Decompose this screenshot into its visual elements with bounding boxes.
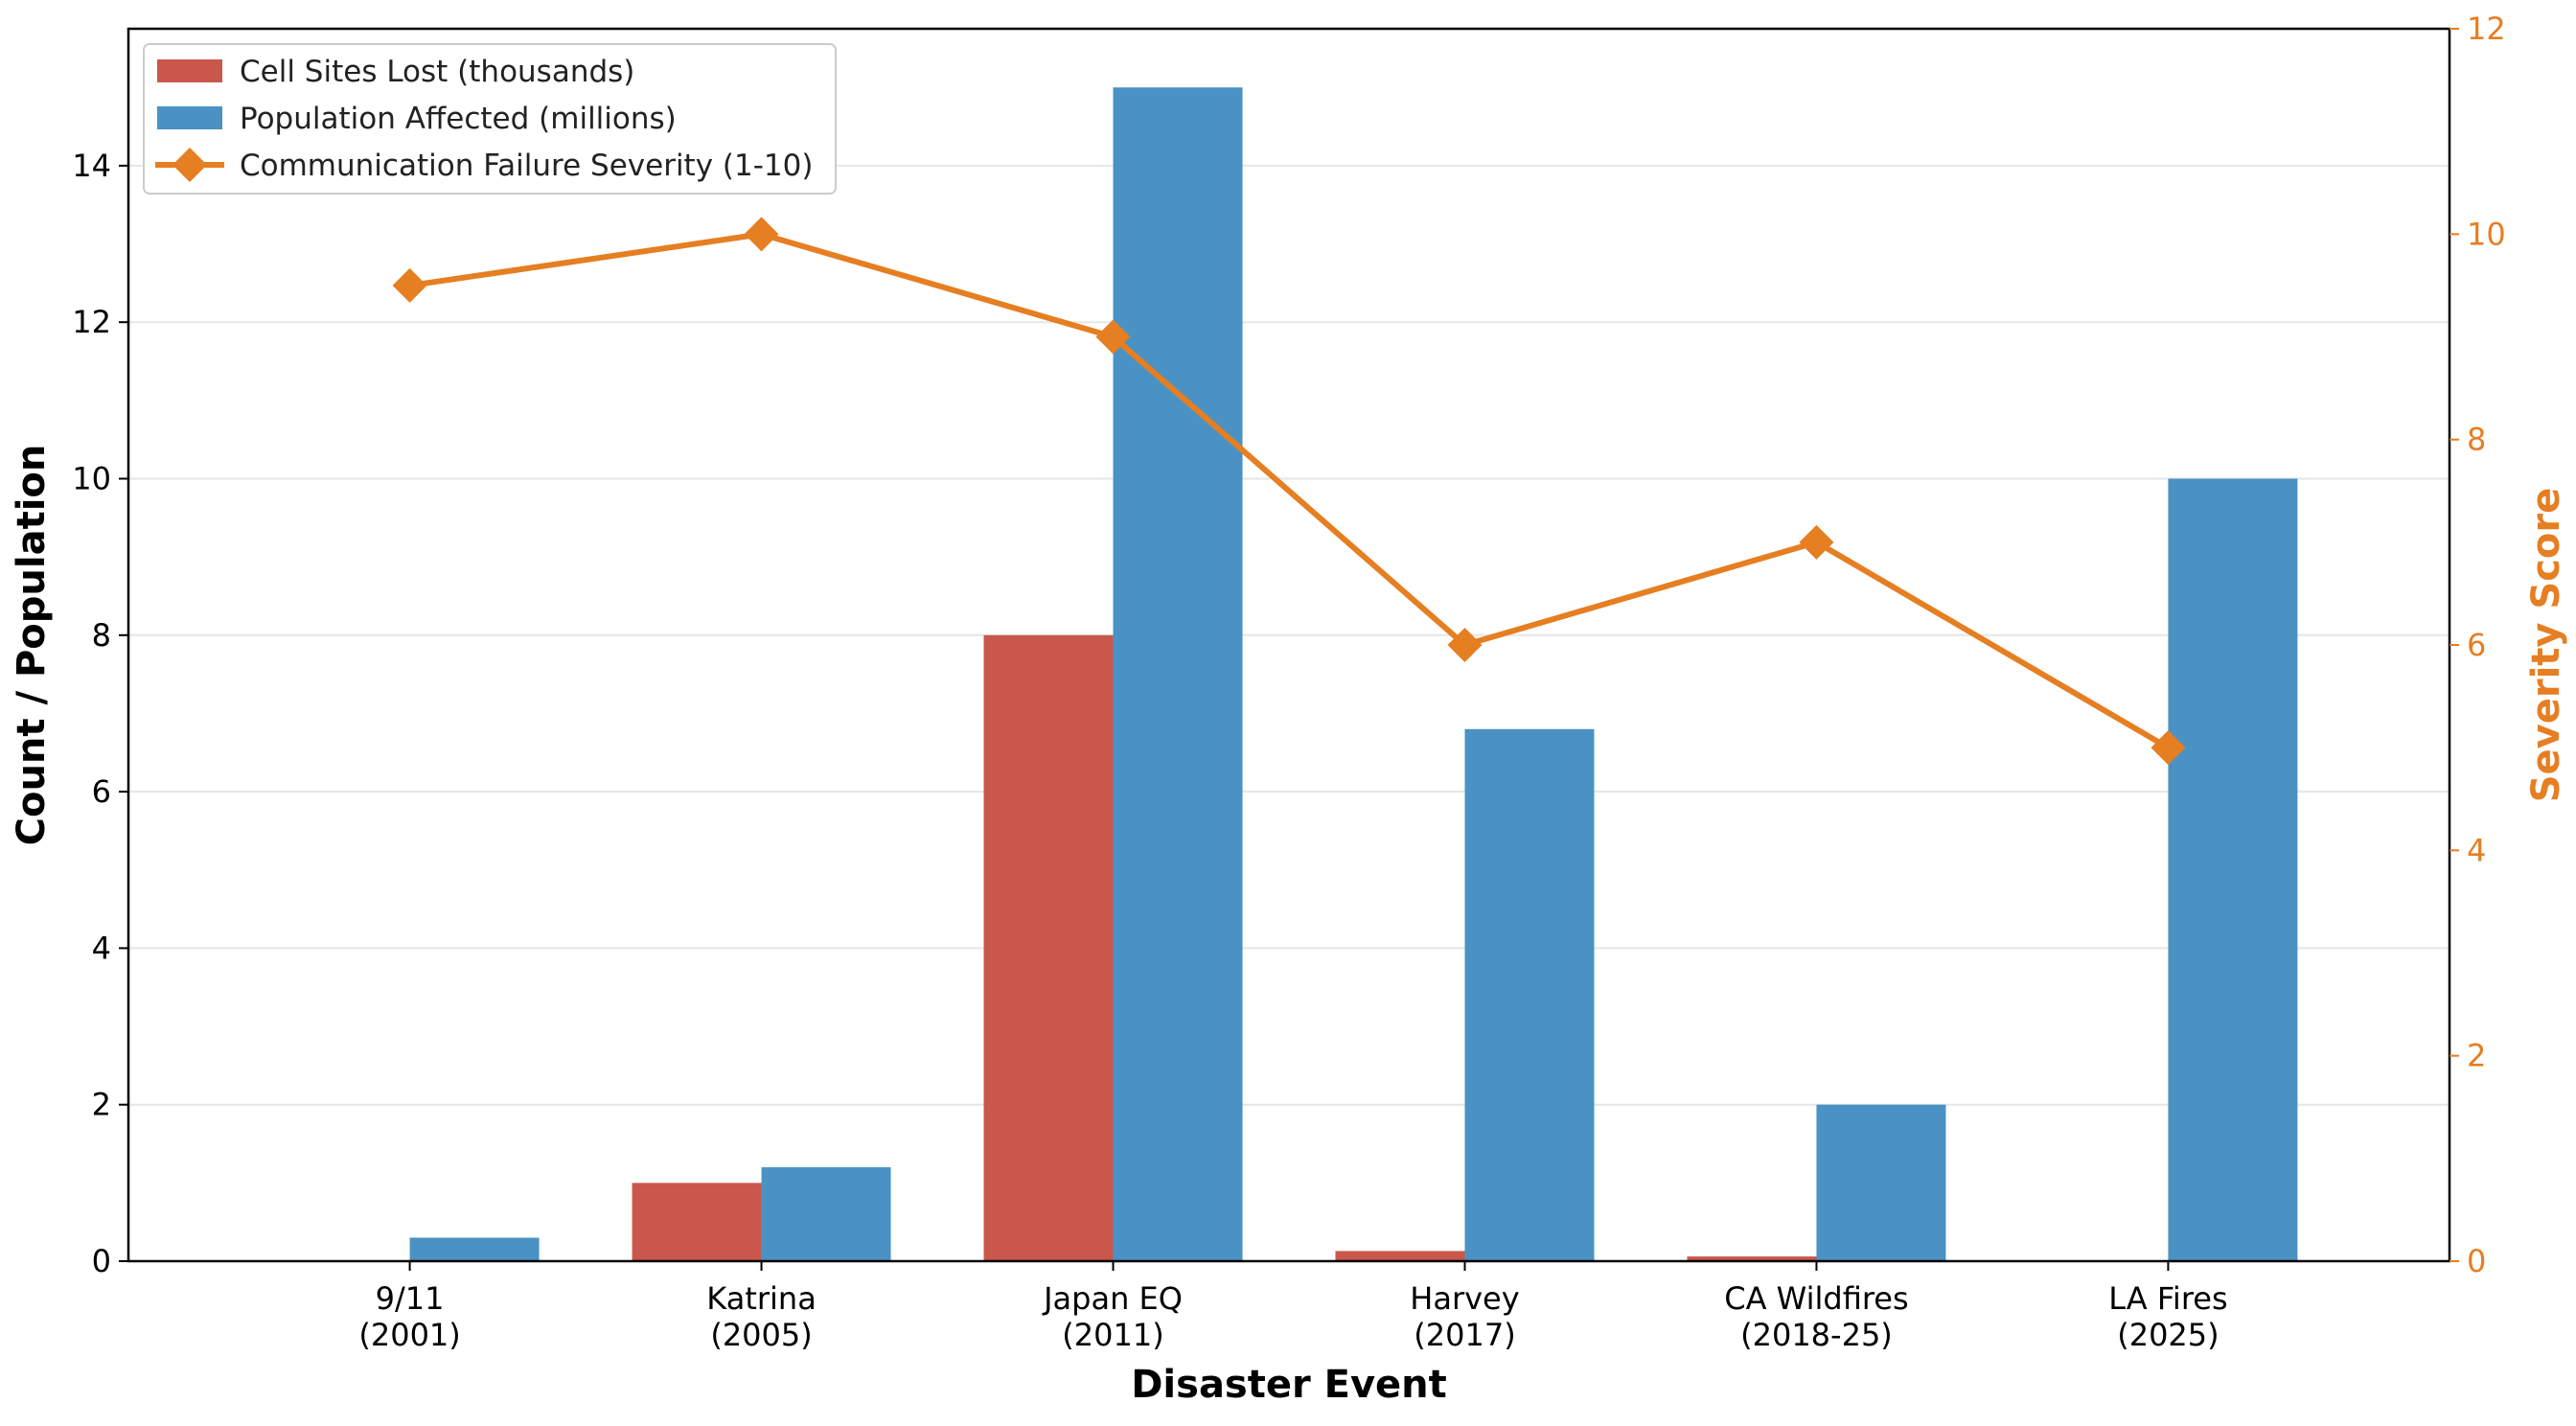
- left-axis: 0 2 4 6 8 10 12 14: [72, 148, 128, 1279]
- x-tick-sublabel: (2005): [710, 1317, 812, 1353]
- bar-cell-sites-2: [983, 634, 1114, 1261]
- plot-frame: [126, 27, 2451, 1263]
- x-tick-sublabel: (2001): [358, 1317, 460, 1353]
- bar-population-2: [1113, 87, 1243, 1262]
- severity-marker-5: [2150, 730, 2186, 766]
- y2-tick-label: 12: [2467, 11, 2506, 47]
- bar-cell-sites-3: [1335, 1251, 1465, 1261]
- bar-population-1: [761, 1167, 891, 1261]
- x-tick-label: Katrina: [706, 1280, 816, 1317]
- legend-box: [143, 43, 837, 195]
- x-tick-sublabel: (2017): [1414, 1317, 1515, 1353]
- legend-label-0: Cell Sites Lost (thousands): [240, 55, 634, 89]
- y2-tick-label: 10: [2467, 216, 2506, 252]
- y-axis-title: Count / Population: [10, 445, 54, 846]
- bar-population-4: [1816, 1104, 1946, 1261]
- severity-line: [409, 231, 2170, 750]
- severity-marker-3: [1447, 628, 1483, 662]
- severity-marker-2: [1095, 319, 1131, 355]
- bar-cell-sites-1: [632, 1183, 762, 1261]
- y2-tick-label: 8: [2467, 422, 2486, 458]
- bar-population-0: [409, 1237, 540, 1261]
- y-tick-label: 0: [92, 1243, 111, 1279]
- x-tick-label: Harvey: [1410, 1280, 1519, 1317]
- y2-tick-label: 6: [2467, 627, 2486, 663]
- x-tick-label: Japan EQ: [1042, 1280, 1183, 1317]
- y2-axis-title: Severity Score: [2524, 488, 2568, 803]
- y-tick-label: 4: [92, 930, 111, 966]
- right-axis: 0 2 4 6 8 10 12: [2450, 11, 2506, 1279]
- severity-marker-0: [392, 267, 427, 303]
- y-tick-label: 6: [92, 773, 111, 810]
- bar-population-3: [1464, 728, 1595, 1261]
- x-axis: 9/11(2001) Katrina(2005) Japan EQ(2011) Har…: [358, 1261, 2228, 1353]
- y-tick-label: 10: [72, 460, 111, 496]
- y2-tick-label: 0: [2467, 1243, 2486, 1279]
- x-tick-sublabel: (2011): [1062, 1317, 1163, 1353]
- severity-marker-1: [744, 217, 779, 252]
- legend: Cell Sites Lost (thousands) Population Af…: [143, 43, 837, 195]
- y-tick-label: 12: [72, 304, 111, 340]
- x-tick-sublabel: (2018-25): [1740, 1317, 1893, 1353]
- y-tick-label: 14: [72, 148, 111, 184]
- legend-swatch-marker: [172, 148, 207, 182]
- severity-line-group: [392, 217, 2186, 766]
- bars: [409, 87, 2298, 1262]
- grid-lines: [128, 164, 2450, 1106]
- x-tick-label: 9/11: [376, 1280, 445, 1317]
- x-tick-label: LA Fires: [2108, 1280, 2227, 1317]
- y2-tick-label: 2: [2467, 1038, 2486, 1074]
- legend-swatch-1: [157, 106, 222, 129]
- legend-label-1: Population Affected (millions): [240, 102, 677, 136]
- severity-marker-4: [1799, 524, 1834, 560]
- bar-population-5: [2168, 478, 2298, 1261]
- x-tick-sublabel: (2025): [2117, 1317, 2219, 1353]
- y2-tick-label: 4: [2467, 832, 2486, 868]
- y-tick-label: 2: [92, 1087, 111, 1123]
- bar-cell-sites-4: [1687, 1256, 1817, 1261]
- legend-label-2: Communication Failure Severity (1-10): [240, 149, 813, 183]
- legend-swatch-0: [157, 59, 222, 82]
- x-tick-label: CA Wildfires: [1724, 1280, 1908, 1317]
- y-tick-label: 8: [92, 617, 111, 654]
- x-axis-title: Disaster Event: [1131, 1363, 1447, 1407]
